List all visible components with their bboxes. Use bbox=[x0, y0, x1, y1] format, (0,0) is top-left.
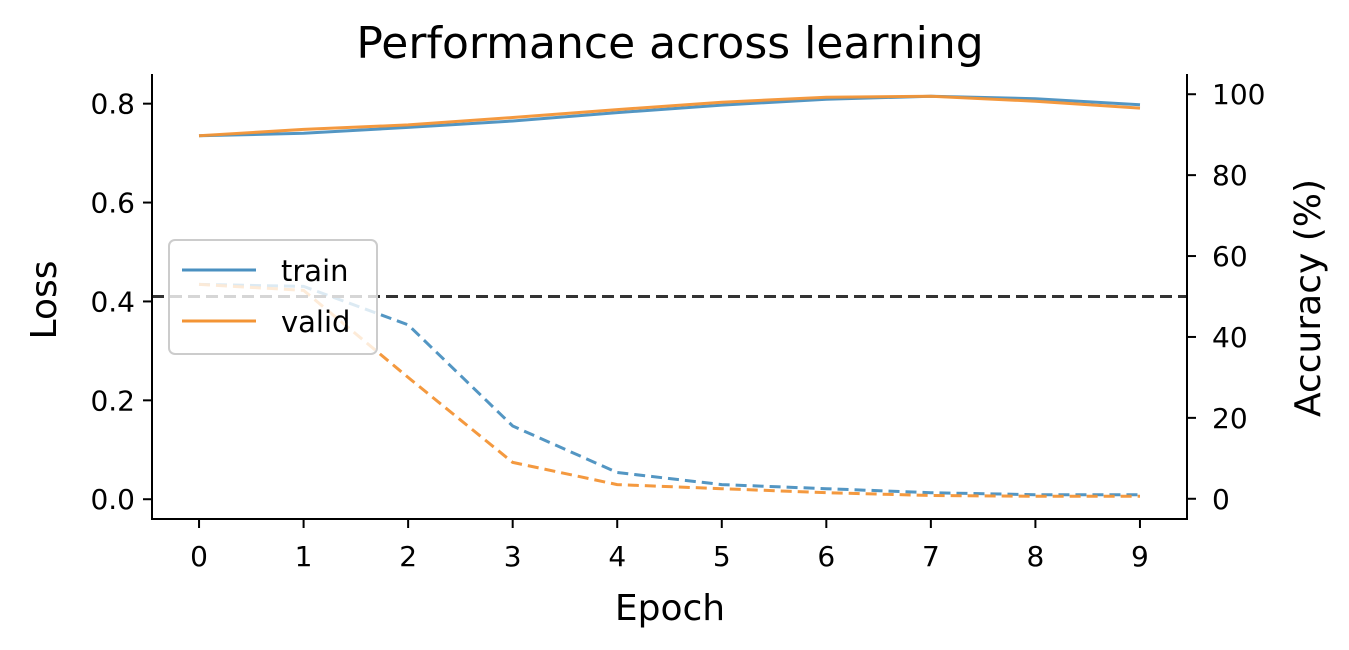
x-tick-label: 6 bbox=[817, 540, 835, 573]
x-tick-label: 0 bbox=[190, 540, 208, 573]
right-y-tick-label: 20 bbox=[1212, 402, 1248, 435]
chart-title: Performance across learning bbox=[356, 18, 983, 69]
x-tick-label: 2 bbox=[399, 540, 417, 573]
left-y-tick-label: 0.2 bbox=[90, 384, 135, 417]
right-y-tick-label: 100 bbox=[1212, 78, 1265, 111]
x-tick-label: 5 bbox=[713, 540, 731, 573]
right-y-tick-label: 40 bbox=[1212, 321, 1248, 354]
x-tick-label: 4 bbox=[608, 540, 626, 573]
legend-label-train: train bbox=[281, 254, 349, 288]
x-tick-label: 8 bbox=[1026, 540, 1044, 573]
left-y-tick-label: 0.0 bbox=[90, 483, 135, 516]
legend: train valid bbox=[168, 239, 378, 355]
left-y-tick-label: 0.6 bbox=[90, 187, 135, 220]
right-y-tick-label: 80 bbox=[1212, 159, 1248, 192]
series-line-train-loss bbox=[198, 94, 1141, 138]
x-tick-label: 7 bbox=[922, 540, 940, 573]
x-tick-label: 1 bbox=[295, 540, 313, 573]
left-y-axis-label: Loss bbox=[24, 261, 65, 340]
right-y-axis-label: Accuracy (%) bbox=[1288, 179, 1329, 417]
x-axis-label: Epoch bbox=[615, 588, 725, 629]
right-y-tick-label: 60 bbox=[1212, 240, 1248, 273]
axes-layer bbox=[151, 74, 1188, 520]
ticks-layer: 0 1 2 3 4 5 6 7 8 9 0.0 0.2 0.4 0.6 0.8 0 20 40 60 80 100 bbox=[90, 78, 1265, 573]
right-y-tick-label: 0 bbox=[1212, 483, 1230, 516]
x-tick-label: 3 bbox=[504, 540, 522, 573]
left-y-tick-label: 0.8 bbox=[90, 88, 135, 121]
series-line-valid-loss bbox=[198, 94, 1141, 138]
x-tick-label: 9 bbox=[1131, 540, 1149, 573]
left-y-tick-label: 0.4 bbox=[90, 285, 135, 318]
legend-label-valid: valid bbox=[281, 305, 350, 339]
